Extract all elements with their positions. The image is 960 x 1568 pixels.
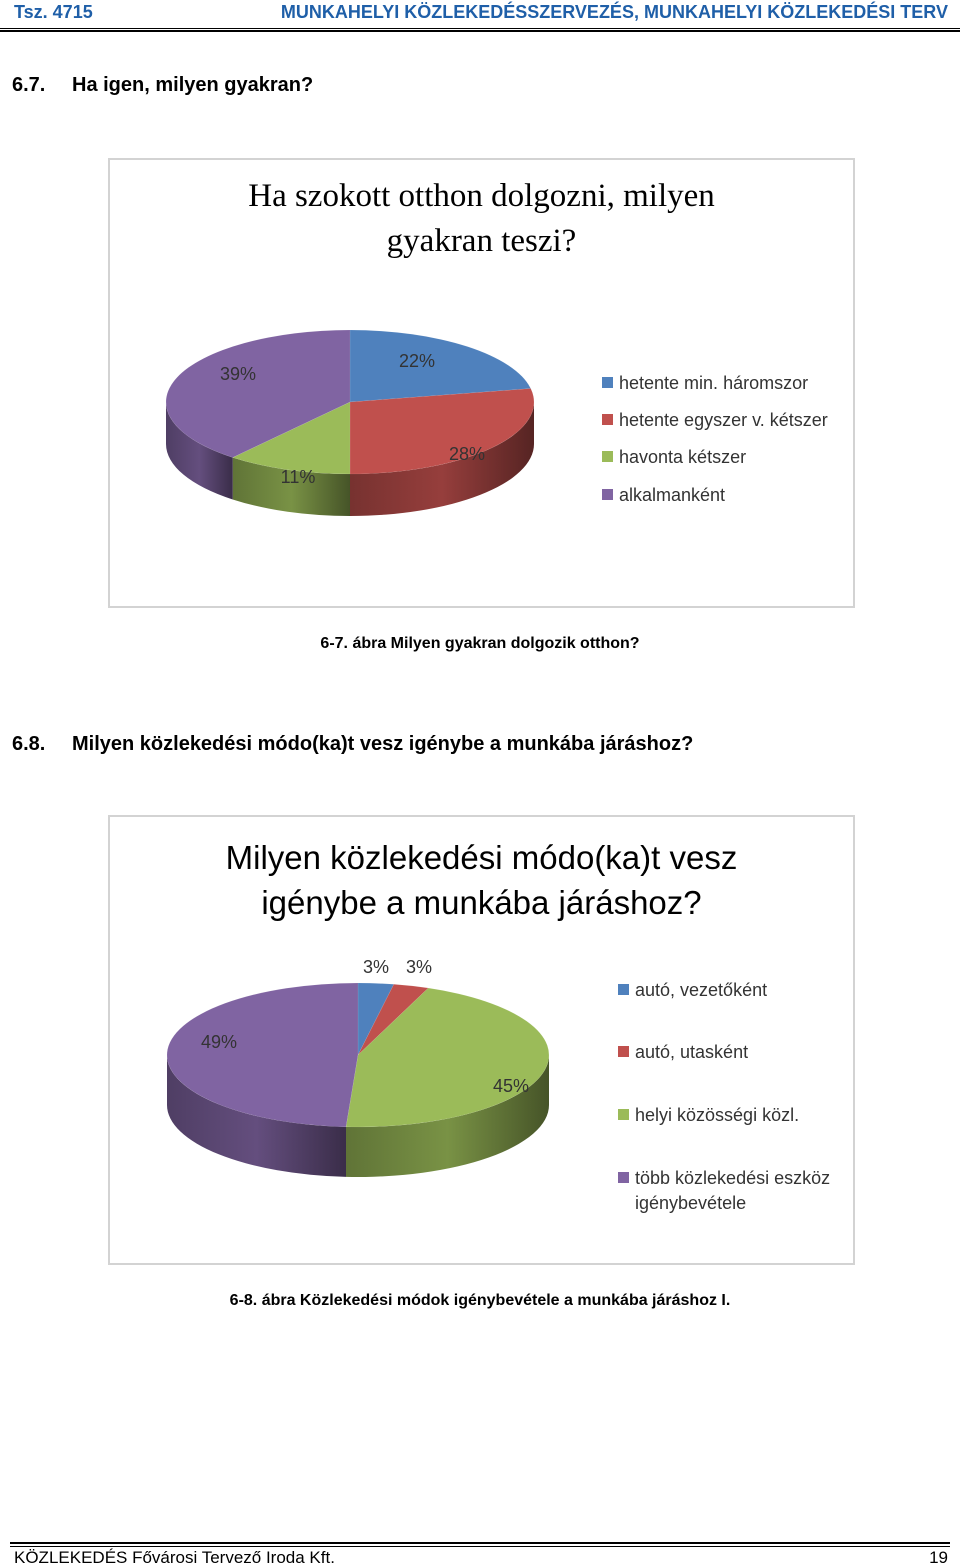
page-header: Tsz. 4715 MUNKAHELYI KÖZLEKEDÉSSZERVEZÉS… <box>0 0 960 32</box>
section-heading-6-7: 6.7. Ha igen, milyen gyakran? <box>12 74 313 97</box>
data-label-helyi-kozossegi-kozl: 45% <box>493 1076 529 1096</box>
legend-swatch-hetente-egyszer-v-ketszer <box>602 414 613 425</box>
legend-label-hetente-min-haromszor: hetente min. háromszor <box>619 373 808 393</box>
pie-slice-tobb-kozlekedesi-eszkoz-igenybevetele <box>166 982 359 1128</box>
legend-swatch-havonta-ketszer <box>602 451 613 462</box>
page-number: 19 <box>929 1548 948 1567</box>
pie-chart-frequency: 22%28%11%39% hetente min. háromszorhetent… <box>165 329 828 516</box>
pie-sides <box>166 402 534 516</box>
chart-title-line2: gyakran teszi? <box>386 223 577 259</box>
pie-side-alkalmankent <box>166 402 233 500</box>
legend-label-auto-vezetokent: autó, vezetőként <box>635 980 767 1000</box>
pie-slice-hetente-min-haromszor <box>349 329 532 403</box>
data-label-alkalmankent: 39% <box>220 364 256 384</box>
legend-swatch-auto-vezetokent <box>618 984 629 995</box>
document-title: MUNKAHELYI KÖZLEKEDÉSSZERVEZÉS, MUNKAHEL… <box>280 2 948 22</box>
pie-top <box>166 982 550 1128</box>
pie-slice-havonta-ketszer <box>232 401 351 475</box>
section-heading-6-8: 6.8. Milyen közlekedési módo(ka)t vesz ig… <box>12 733 693 756</box>
header-rule-thick <box>0 30 960 32</box>
figure-caption-6-7: 6-7. ábra Milyen gyakran dolgozik otthon… <box>320 635 640 652</box>
section-title: Milyen közlekedési módo(ka)t vesz igényb… <box>72 733 694 755</box>
pie-sides <box>167 1055 549 1177</box>
pie-chart-transport: 3% 3% 45% 49% autó, vezetőként autó, utasként… <box>166 957 830 1213</box>
chart-legend: hetente min. háromszor hetente egyszer v.… <box>602 373 828 505</box>
section-title: Ha igen, milyen gyakran? <box>72 74 314 96</box>
legend-label-helyi-kozossegi-kozl: helyi közösségi közl. <box>635 1105 799 1125</box>
footer-company: KÖZLEKEDÉS Fővárosi Tervező Iroda Kft. <box>14 1548 335 1567</box>
chart-title: Ha szokott otthon dolgozni, milyen gyakr… <box>110 174 853 264</box>
legend-label-hetente-egyszer-v-ketszer: hetente egyszer v. kétszer <box>619 410 828 430</box>
legend-label-tobb-kozlekedesi-eszkoz-igenybevetele: több közlekedési eszköz <box>635 1168 830 1188</box>
legend-swatch-hetente-min-haromszor <box>602 377 613 388</box>
footer-rule <box>10 1546 950 1547</box>
data-label-hetente-min-haromszor: 22% <box>399 351 435 371</box>
chart-title-line1: Ha szokott otthon dolgozni, milyen <box>248 178 715 214</box>
pie-top <box>165 329 535 475</box>
pie-side-havonta-ketszer <box>232 457 350 516</box>
figure-caption-6-8: 6-8. ábra Közlekedési módok igénybevétel… <box>229 1292 731 1309</box>
pie-slice-hetente-egyszer-v-ketszer <box>349 388 535 475</box>
chart-transport-box: Milyen közlekedési módo(ka)t vesz igényb… <box>108 815 855 1265</box>
legend-label-auto-utaskent: autó, utasként <box>635 1042 748 1062</box>
data-label-auto-utaskent: 3% <box>406 957 432 977</box>
section-number: 6.7. <box>12 74 46 96</box>
data-label-havonta-ketszer: 11% <box>281 467 316 487</box>
legend-swatch-tobb-kozlekedesi-eszkoz-igenybevetele <box>618 1172 629 1183</box>
pie-side-hetente-egyszer-v-ketszer <box>350 402 534 516</box>
chart-frequency-box: Ha szokott otthon dolgozni, milyen gyakr… <box>108 158 855 608</box>
chart-title: Milyen közlekedési módo(ka)t vesz igényb… <box>110 835 853 925</box>
chart-title-line1: Milyen közlekedési módo(ka)t vesz <box>225 839 738 876</box>
chart-title-line2: igénybe a munkába járáshoz? <box>261 884 702 921</box>
pie-side-tobb-kozlekedesi-eszkoz-igenybevetele <box>167 1055 347 1177</box>
legend-swatch-alkalmankent <box>602 489 613 500</box>
footer-rule-thick <box>10 1542 950 1544</box>
pie-slice-auto-vezetokent <box>357 982 395 1056</box>
data-label-auto-vezetokent: 3% <box>363 957 389 977</box>
legend-label-havonta-ketszer: havonta kétszer <box>619 447 746 467</box>
pie-slice-auto-utaskent <box>357 984 429 1056</box>
pie-side-helyi-kozossegi-kozl <box>346 1055 549 1177</box>
data-label-tobb-kozlekedesi-eszkoz-igenybevetele: 49% <box>201 1032 237 1052</box>
legend-label-tobb-kozlekedesi-eszkoz-igenybevetele: igénybevétele <box>635 1193 746 1213</box>
chart-legend: autó, vezetőként autó, utasként helyi közö… <box>618 980 830 1213</box>
pie-slice-helyi-kozossegi-kozl <box>345 987 550 1128</box>
section-number: 6.8. <box>12 733 46 755</box>
legend-label-alkalmankent: alkalmanként <box>619 485 725 505</box>
legend-swatch-helyi-kozossegi-kozl <box>618 1109 629 1120</box>
legend-swatch-auto-utaskent <box>618 1046 629 1057</box>
pie-slice-alkalmankent <box>165 329 351 458</box>
document-id: Tsz. 4715 <box>14 2 93 22</box>
page-footer: KÖZLEKEDÉS Fővárosi Tervező Iroda Kft. 1… <box>0 1538 960 1567</box>
header-rule <box>0 28 960 29</box>
data-label-hetente-egyszer-v-ketszer: 28% <box>449 444 485 464</box>
